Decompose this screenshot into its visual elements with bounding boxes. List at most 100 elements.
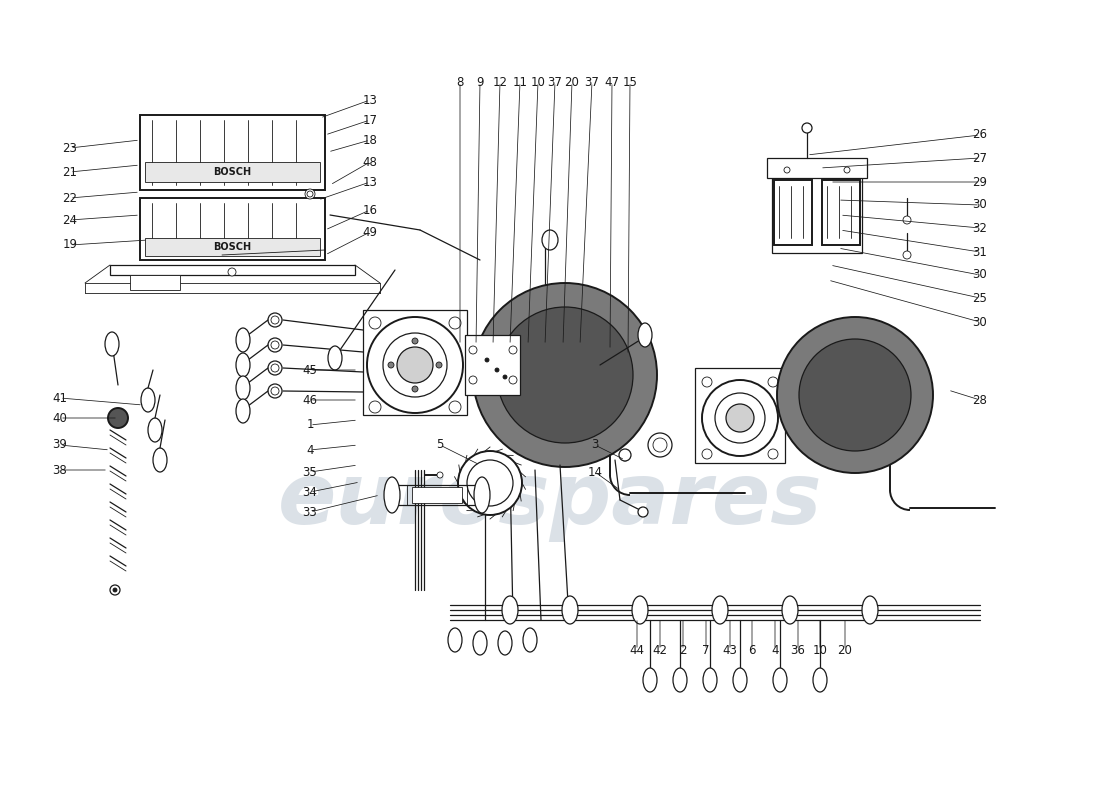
Circle shape	[388, 362, 394, 368]
Circle shape	[503, 375, 507, 379]
Ellipse shape	[236, 353, 250, 377]
Circle shape	[368, 401, 381, 413]
Text: 32: 32	[972, 222, 988, 234]
Ellipse shape	[733, 668, 747, 692]
Text: 45: 45	[302, 363, 318, 377]
Text: BOSCH: BOSCH	[213, 167, 251, 177]
Text: 13: 13	[363, 175, 377, 189]
Text: 33: 33	[302, 506, 318, 518]
Text: 20: 20	[837, 643, 852, 657]
Ellipse shape	[773, 668, 786, 692]
Circle shape	[305, 189, 315, 199]
Circle shape	[802, 123, 812, 133]
Text: 26: 26	[972, 129, 988, 142]
Text: 27: 27	[972, 151, 988, 165]
Circle shape	[383, 333, 447, 397]
Text: 10: 10	[530, 75, 546, 89]
Text: 9: 9	[476, 75, 484, 89]
Bar	[140, 115, 324, 190]
Text: eurospares: eurospares	[277, 458, 823, 542]
Text: 22: 22	[63, 191, 77, 205]
Text: 30: 30	[972, 269, 988, 282]
Text: 21: 21	[63, 166, 77, 178]
Text: 29: 29	[972, 175, 988, 189]
Ellipse shape	[458, 451, 522, 515]
Text: 13: 13	[363, 94, 377, 106]
Ellipse shape	[703, 668, 717, 692]
Circle shape	[449, 317, 461, 329]
Circle shape	[268, 384, 282, 398]
Circle shape	[638, 507, 648, 517]
Text: 34: 34	[302, 486, 318, 498]
Text: 39: 39	[53, 438, 67, 451]
Bar	[110, 265, 355, 275]
Text: 4: 4	[306, 443, 313, 457]
Ellipse shape	[562, 596, 578, 624]
Bar	[145, 162, 320, 182]
Text: 40: 40	[53, 411, 67, 425]
Text: 18: 18	[363, 134, 377, 146]
Text: 17: 17	[363, 114, 377, 126]
Circle shape	[784, 167, 790, 173]
Circle shape	[437, 472, 443, 478]
Text: 5: 5	[437, 438, 443, 451]
Text: 8: 8	[456, 75, 464, 89]
Ellipse shape	[474, 477, 490, 513]
Text: 38: 38	[53, 463, 67, 477]
Text: 14: 14	[587, 466, 603, 478]
Bar	[465, 335, 520, 395]
Text: 16: 16	[363, 203, 377, 217]
Circle shape	[509, 346, 517, 354]
Text: 3: 3	[592, 438, 598, 451]
Text: 23: 23	[63, 142, 77, 154]
Circle shape	[715, 393, 764, 443]
Circle shape	[799, 339, 911, 451]
Circle shape	[509, 376, 517, 384]
Circle shape	[621, 455, 628, 461]
Text: 4: 4	[771, 643, 779, 657]
Ellipse shape	[468, 460, 513, 506]
Circle shape	[268, 313, 282, 327]
Text: 11: 11	[513, 75, 528, 89]
Circle shape	[777, 317, 933, 473]
Text: 15: 15	[623, 75, 637, 89]
Circle shape	[449, 401, 461, 413]
Ellipse shape	[236, 376, 250, 400]
Ellipse shape	[148, 418, 162, 442]
Circle shape	[268, 361, 282, 375]
Circle shape	[473, 283, 657, 467]
Bar	[412, 487, 462, 503]
Circle shape	[619, 449, 631, 461]
Ellipse shape	[632, 596, 648, 624]
Ellipse shape	[782, 596, 797, 624]
Ellipse shape	[712, 596, 728, 624]
Bar	[140, 198, 324, 260]
Circle shape	[768, 377, 778, 387]
Circle shape	[367, 317, 463, 413]
Ellipse shape	[673, 668, 688, 692]
Bar	[822, 180, 860, 245]
Circle shape	[469, 376, 477, 384]
Ellipse shape	[644, 668, 657, 692]
Ellipse shape	[153, 448, 167, 472]
Circle shape	[307, 191, 314, 197]
Bar	[767, 158, 867, 178]
Ellipse shape	[328, 346, 342, 370]
Ellipse shape	[638, 323, 652, 347]
Circle shape	[768, 449, 778, 459]
Circle shape	[903, 216, 911, 224]
Ellipse shape	[473, 631, 487, 655]
Ellipse shape	[498, 631, 512, 655]
Ellipse shape	[648, 433, 672, 457]
Circle shape	[497, 307, 632, 443]
Circle shape	[436, 362, 442, 368]
Circle shape	[702, 377, 712, 387]
Text: 41: 41	[53, 391, 67, 405]
Circle shape	[271, 316, 279, 324]
Text: 36: 36	[791, 643, 805, 657]
Text: 37: 37	[548, 75, 562, 89]
Circle shape	[726, 404, 754, 432]
Circle shape	[495, 368, 499, 372]
Text: 31: 31	[972, 246, 988, 258]
Text: 28: 28	[972, 394, 988, 406]
